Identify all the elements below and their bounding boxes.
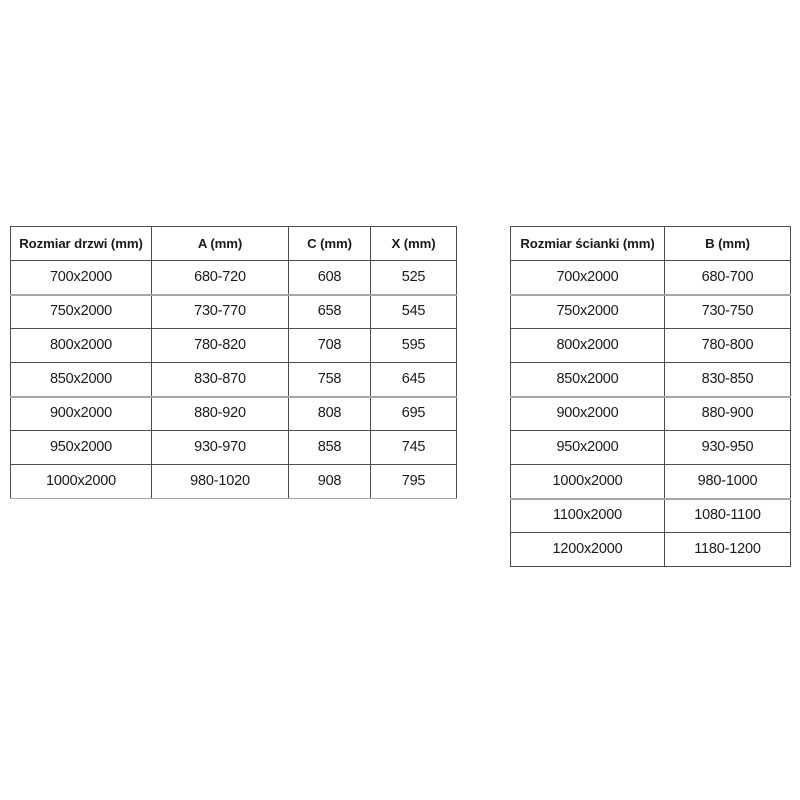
column-header-c: C (mm)	[288, 226, 371, 261]
cell-wall-size: 1200x2000	[510, 532, 665, 567]
cell-x: 645	[370, 362, 457, 397]
cell-wall-size: 850x2000	[510, 362, 665, 397]
table-row: 800x2000 780-820 708 595	[10, 328, 457, 363]
wall-table-body: 700x2000 680-700 750x2000 730-750 800x20…	[510, 260, 791, 567]
cell-wall-size: 800x2000	[510, 328, 665, 363]
door-table-header: Rozmiar drzwi (mm) A (mm) C (mm) X (mm)	[10, 226, 457, 261]
cell-a: 730-770	[151, 293, 289, 329]
cell-a: 980-1020	[151, 464, 289, 499]
cell-x: 595	[370, 328, 457, 363]
cell-wall-size: 700x2000	[510, 260, 665, 295]
cell-wall-size: 1000x2000	[510, 464, 665, 499]
cell-c: 858	[288, 430, 371, 465]
cell-b: 1180-1200	[664, 532, 791, 567]
column-header-b: B (mm)	[664, 226, 791, 261]
table-row: 750x2000 730-770 658 545	[10, 293, 457, 329]
cell-a: 880-920	[151, 395, 289, 431]
cell-door-size: 1000x2000	[10, 464, 152, 499]
cell-x: 745	[370, 430, 457, 465]
cell-door-size: 800x2000	[10, 328, 152, 363]
table-row: 1200x2000 1180-1200	[510, 532, 791, 567]
cell-x: 545	[370, 293, 457, 329]
wall-table-header: Rozmiar ścianki (mm) B (mm)	[510, 226, 791, 261]
cell-c: 608	[288, 260, 371, 295]
table-row: 950x2000 930-950	[510, 430, 791, 465]
table-row: 850x2000 830-870 758 645	[10, 362, 457, 397]
column-header-x: X (mm)	[370, 226, 457, 261]
table-row: 700x2000 680-700	[510, 260, 791, 295]
cell-wall-size: 900x2000	[510, 395, 665, 431]
cell-b: 730-750	[664, 293, 791, 329]
table-row: 700x2000 680-720 608 525	[10, 260, 457, 295]
cell-c: 758	[288, 362, 371, 397]
table-row: 1100x2000 1080-1100	[510, 497, 791, 533]
cell-a: 780-820	[151, 328, 289, 363]
table-row: 1000x2000 980-1020 908 795	[10, 464, 457, 499]
table-row: 900x2000 880-920 808 695	[10, 395, 457, 431]
cell-a: 830-870	[151, 362, 289, 397]
cell-wall-size: 750x2000	[510, 293, 665, 329]
table-header-row: Rozmiar ścianki (mm) B (mm)	[510, 226, 791, 261]
cell-b: 680-700	[664, 260, 791, 295]
table-row: 800x2000 780-800	[510, 328, 791, 363]
cell-door-size: 850x2000	[10, 362, 152, 397]
column-header-wall-size: Rozmiar ścianki (mm)	[510, 226, 665, 261]
cell-a: 680-720	[151, 260, 289, 295]
cell-wall-size: 1100x2000	[510, 497, 665, 533]
table-row: 1000x2000 980-1000	[510, 464, 791, 499]
cell-a: 930-970	[151, 430, 289, 465]
door-size-table: Rozmiar drzwi (mm) A (mm) C (mm) X (mm) …	[10, 226, 457, 499]
cell-door-size: 700x2000	[10, 260, 152, 295]
cell-door-size: 950x2000	[10, 430, 152, 465]
cell-b: 980-1000	[664, 464, 791, 499]
cell-c: 908	[288, 464, 371, 499]
column-header-door-size: Rozmiar drzwi (mm)	[10, 226, 152, 261]
table-row: 850x2000 830-850	[510, 362, 791, 397]
cell-c: 658	[288, 293, 371, 329]
table-header-row: Rozmiar drzwi (mm) A (mm) C (mm) X (mm)	[10, 226, 457, 261]
cell-x: 695	[370, 395, 457, 431]
cell-b: 830-850	[664, 362, 791, 397]
cell-b: 880-900	[664, 395, 791, 431]
wall-size-table: Rozmiar ścianki (mm) B (mm) 700x2000 680…	[510, 226, 791, 567]
cell-x: 525	[370, 260, 457, 295]
table-row: 750x2000 730-750	[510, 293, 791, 329]
cell-wall-size: 950x2000	[510, 430, 665, 465]
cell-x: 795	[370, 464, 457, 499]
column-header-a: A (mm)	[151, 226, 289, 261]
table-row: 950x2000 930-970 858 745	[10, 430, 457, 465]
cell-c: 708	[288, 328, 371, 363]
door-table-body: 700x2000 680-720 608 525 750x2000 730-77…	[10, 260, 457, 499]
cell-b: 930-950	[664, 430, 791, 465]
cell-b: 1080-1100	[664, 497, 791, 533]
table-row: 900x2000 880-900	[510, 395, 791, 431]
cell-c: 808	[288, 395, 371, 431]
cell-door-size: 750x2000	[10, 293, 152, 329]
cell-door-size: 900x2000	[10, 395, 152, 431]
cell-b: 780-800	[664, 328, 791, 363]
